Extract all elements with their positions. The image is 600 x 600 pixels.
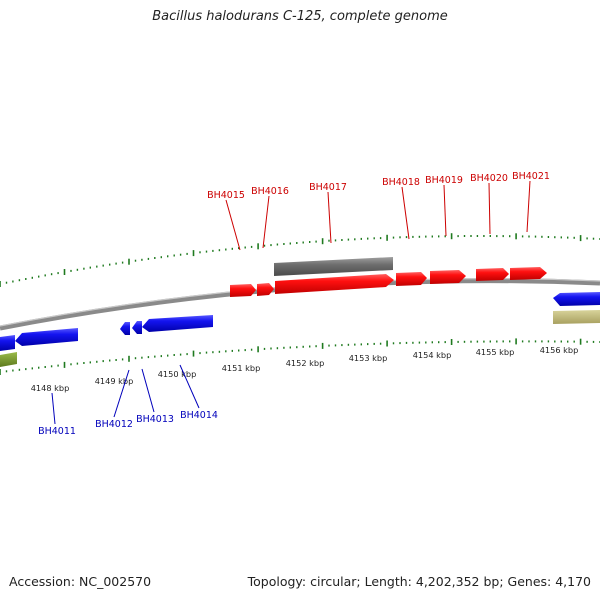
scale-label: 4151 kbp <box>222 363 261 373</box>
gene-label-bh4013[interactable]: BH4013 <box>136 414 174 425</box>
callout-line-bh4013 <box>141 368 155 413</box>
forward-gene-labels: BH4015 BH4016 BH4017 BH4018 BH4019 BH402… <box>207 171 550 201</box>
scale-label: 4153 kbp <box>349 353 388 363</box>
callout-line-bh4021 <box>526 180 531 233</box>
olive-feature <box>0 352 17 367</box>
gene-label-bh4016[interactable]: BH4016 <box>251 186 289 197</box>
gene-bh4018-arrow[interactable] <box>396 272 427 286</box>
outer-tick-row <box>0 233 600 287</box>
callout-line-bh4018 <box>401 186 410 240</box>
gene-label-bh4012[interactable]: BH4012 <box>95 419 133 430</box>
scale-label: 4149 kbp <box>95 376 134 386</box>
gene-label-bh4017[interactable]: BH4017 <box>309 182 347 193</box>
callout-line-bh4014 <box>179 364 200 409</box>
map-title: Bacillus halodurans C-125, complete geno… <box>152 9 448 24</box>
gene-bh4021-arrow[interactable] <box>510 267 547 280</box>
callout-line-bh4016 <box>262 195 270 249</box>
gene-label-bh4014[interactable]: BH4014 <box>180 410 218 421</box>
gene-bh4020-arrow[interactable] <box>476 268 509 281</box>
reverse-gene-labels: BH4011 BH4012 BH4013 BH4014 <box>38 410 218 437</box>
gray-feature <box>274 257 393 276</box>
scale-label: 4152 kbp <box>286 358 325 368</box>
forward-gene-callouts <box>225 180 531 251</box>
scale-label: 4156 kbp <box>540 345 579 355</box>
gene-edge-right-arrow[interactable] <box>553 292 600 306</box>
scale-label: 4148 kbp <box>31 383 70 393</box>
callout-line-bh4017 <box>327 191 332 244</box>
gene-bh4016-arrow[interactable] <box>257 283 274 296</box>
inner-tick-row <box>0 338 600 375</box>
scale-label: 4155 kbp <box>476 347 515 357</box>
gene-bh4013-arrow[interactable] <box>132 321 142 334</box>
reverse-gene-callouts <box>51 364 200 425</box>
gene-bh4012-arrow[interactable] <box>120 322 130 335</box>
callout-line-bh4012 <box>113 369 130 418</box>
callout-line-bh4011 <box>51 392 56 425</box>
khaki-feature <box>553 310 600 324</box>
callout-line-bh4019 <box>443 184 447 237</box>
gene-bh4015-arrow[interactable] <box>230 284 256 297</box>
gene-bh4017-arrow[interactable] <box>275 274 394 294</box>
gene-edge-left-arrow[interactable] <box>0 335 15 351</box>
gene-label-bh4020[interactable]: BH4020 <box>470 173 508 184</box>
scale-label: 4154 kbp <box>413 350 452 360</box>
forward-genes <box>230 267 547 297</box>
gene-label-bh4021[interactable]: BH4021 <box>512 171 550 182</box>
gene-label-bh4018[interactable]: BH4018 <box>382 177 420 188</box>
accession-text: Accession: NC_002570 <box>9 574 152 589</box>
gene-bh4019-arrow[interactable] <box>430 270 466 284</box>
gene-bh4011-arrow[interactable] <box>15 328 78 346</box>
reverse-genes <box>0 292 600 351</box>
callout-line-bh4015 <box>225 199 241 251</box>
gene-bh4014-arrow[interactable] <box>142 315 213 332</box>
gene-label-bh4015[interactable]: BH4015 <box>207 190 245 201</box>
callout-line-bh4020 <box>488 182 491 235</box>
topology-summary: Topology: circular; Length: 4,202,352 bp… <box>247 574 591 589</box>
scale-label: 4150 kbp <box>158 369 197 379</box>
scale-labels: 4148 kbp 4149 kbp 4150 kbp 4151 kbp 4152… <box>31 345 579 393</box>
gene-label-bh4011[interactable]: BH4011 <box>38 426 76 437</box>
gene-label-bh4019[interactable]: BH4019 <box>425 175 463 186</box>
